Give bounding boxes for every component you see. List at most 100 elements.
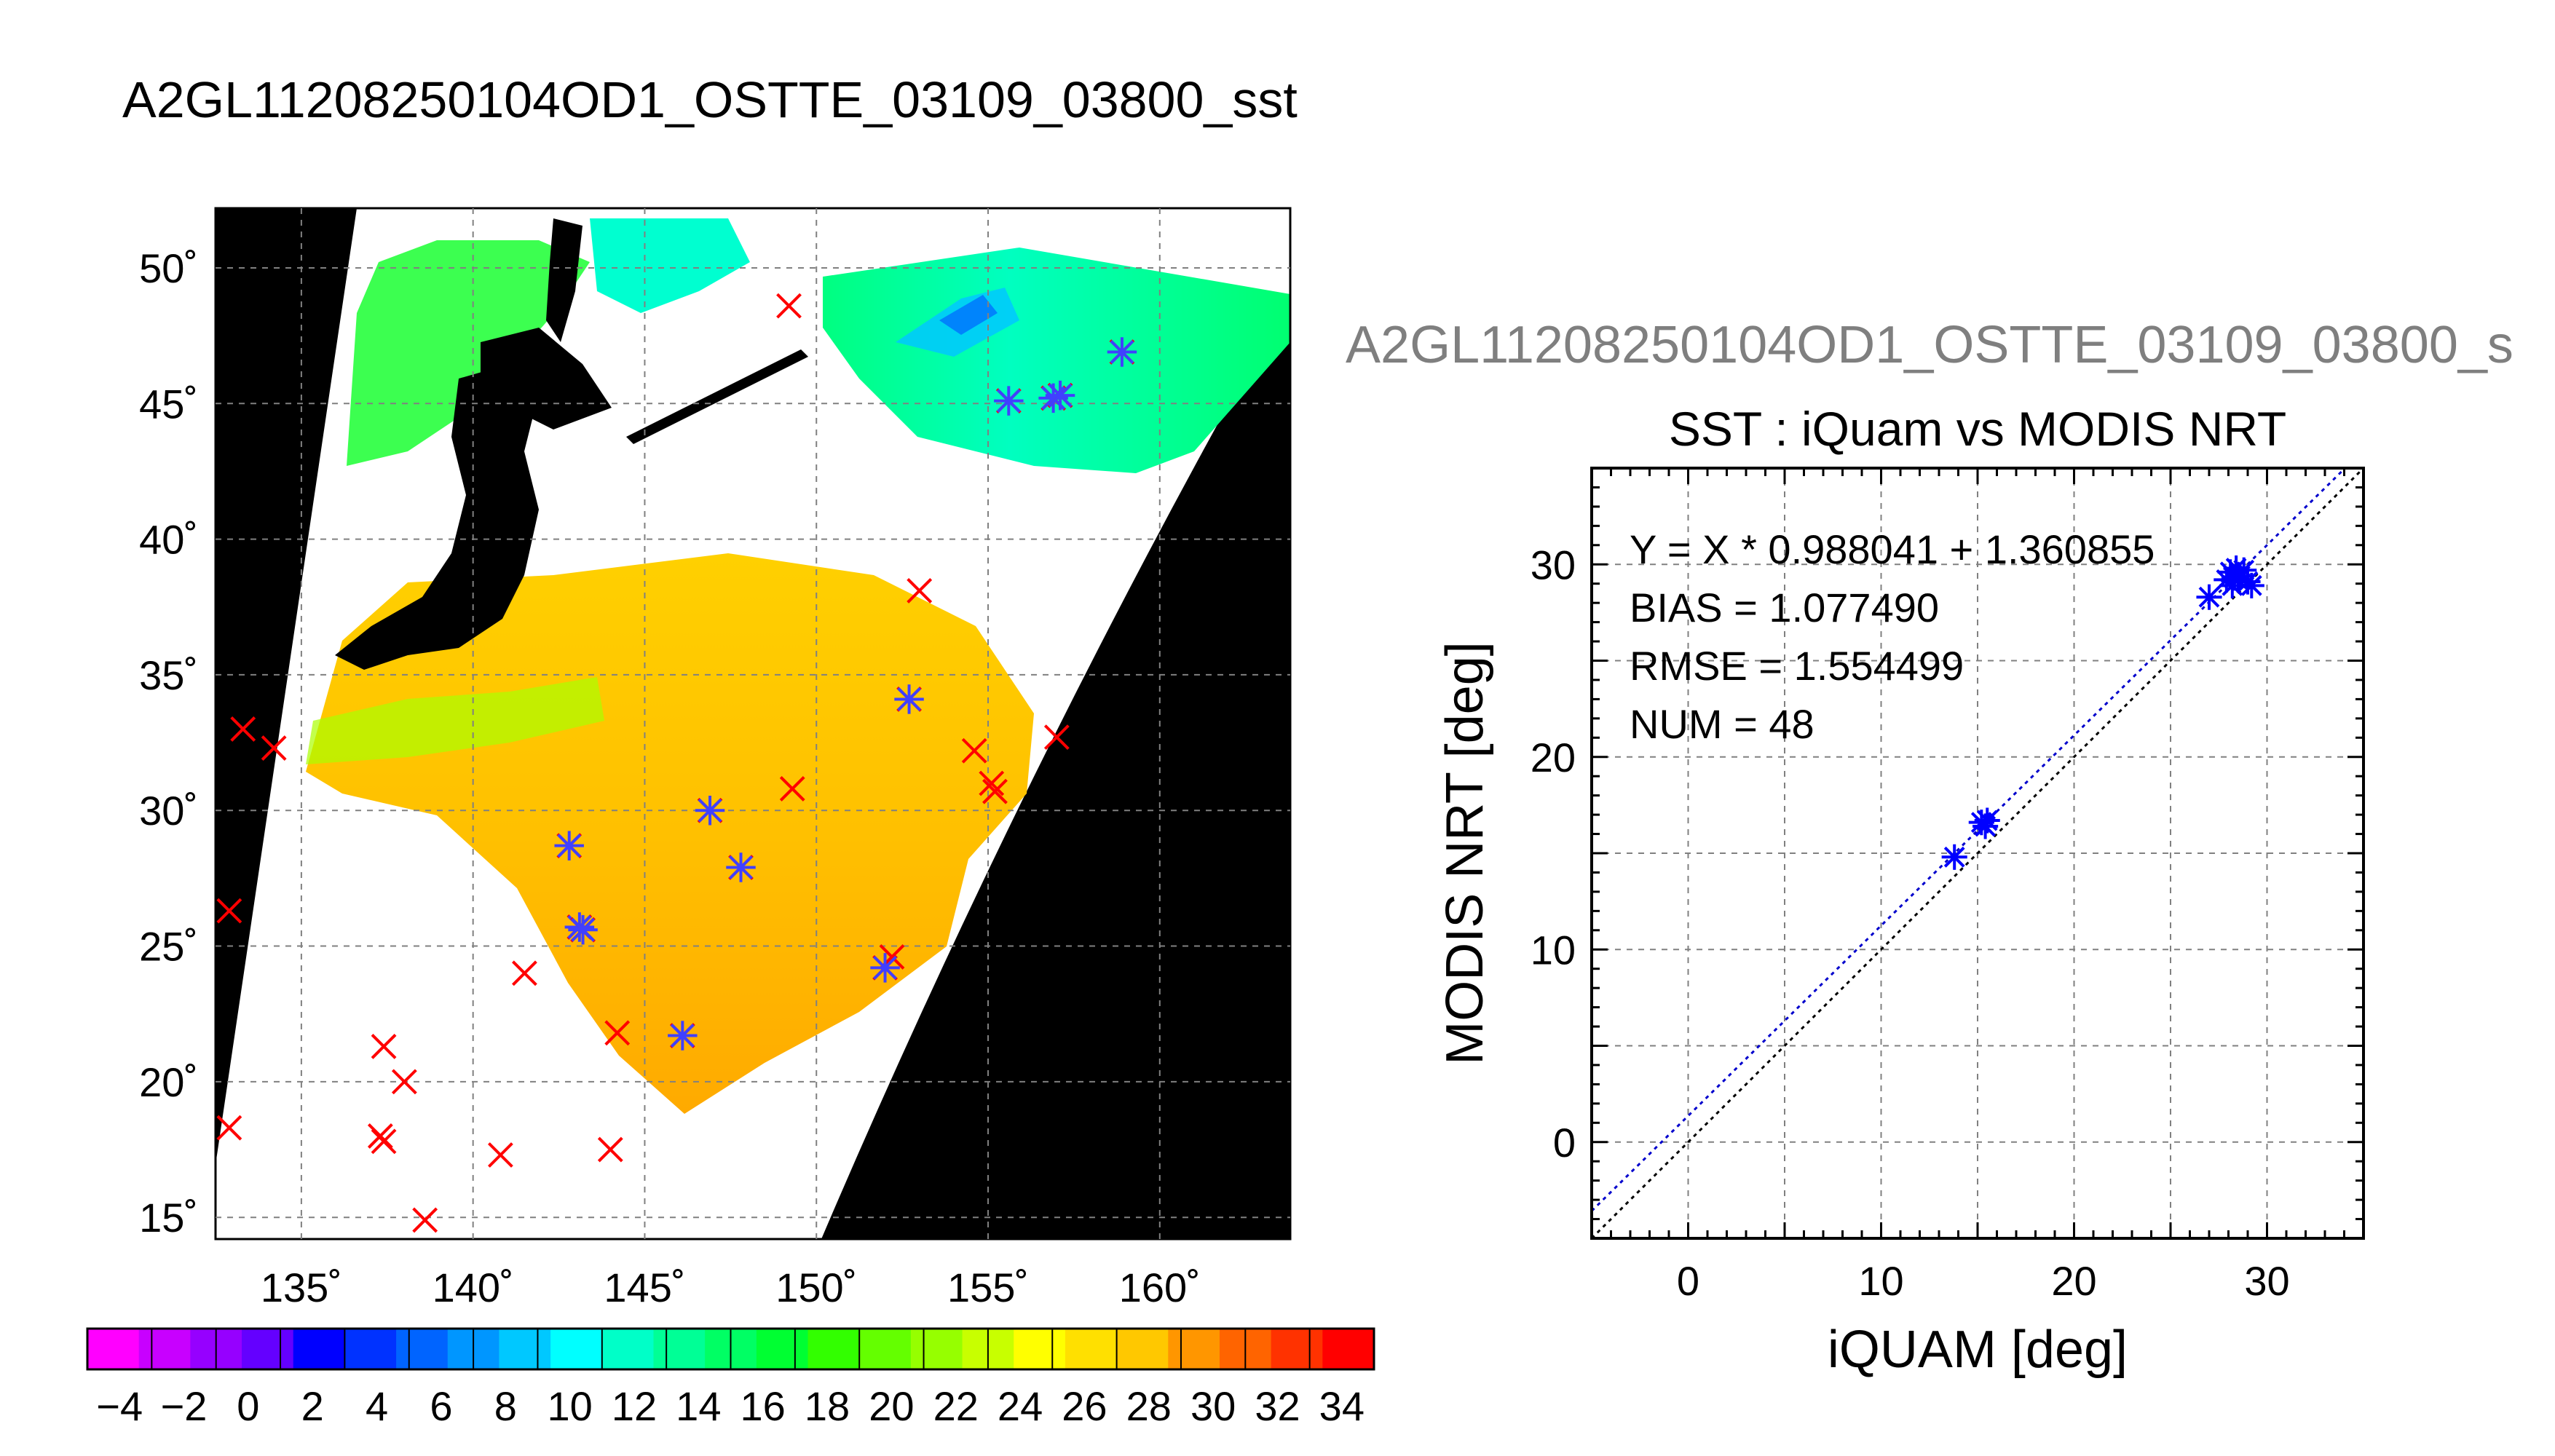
colorbar-segment (601, 1329, 655, 1369)
buoy-red-x-marker (961, 737, 987, 764)
colorbar-segment (910, 1329, 963, 1369)
colorbar-tick-labels: −4 −2 0 2 4 6 8 10 12 14 16 18 20 22 24 26 28 30 32 34 (96, 1383, 1365, 1429)
scatter-y-tick-label: 20 (1531, 735, 1576, 780)
scatter-point (2225, 566, 2251, 593)
map-y-tick-label: 20˚ (139, 1059, 198, 1105)
colorbar-tick-label: 6 (430, 1383, 452, 1429)
map-y-tick-labels: 15˚ 20˚ 25˚ 30˚ 35˚ 40˚ 45˚ 50˚ (139, 245, 198, 1241)
colorbar-tick-label: 20 (869, 1383, 914, 1429)
buoy-red-x-marker (216, 1115, 242, 1141)
scatter-x-tick-label: 10 (1858, 1258, 1903, 1304)
buoy-matched-star-marker (668, 1021, 698, 1051)
colorbar-segment (293, 1329, 345, 1369)
colorbar-tick-label: 34 (1319, 1383, 1365, 1429)
buoy-red-x-marker (487, 1142, 513, 1168)
buoy-red-x-marker (979, 770, 1005, 796)
colorbar-tick-label: −2 (161, 1383, 208, 1429)
colorbar-segment (499, 1329, 551, 1369)
map-x-tick-label: 150˚ (775, 1265, 857, 1310)
colorbar-tick-label: 18 (805, 1383, 850, 1429)
colorbar-segment (1014, 1329, 1066, 1369)
colorbar-segment (1065, 1329, 1118, 1369)
main-title: A2GL11208250104OD1_OSTTE_03109_03800_sst (122, 71, 1298, 128)
buoy-matched-star-marker (726, 852, 756, 882)
stats-num: NUM = 48 (1630, 701, 1814, 747)
scatter-x-axis-label: iQUAM [deg] (1828, 1321, 2128, 1379)
map-x-tick-label: 155˚ (947, 1265, 1029, 1310)
identity-line (1592, 468, 2364, 1238)
colorbar-tick-label: 28 (1126, 1383, 1172, 1429)
map-y-tick-label: 35˚ (139, 652, 198, 698)
japan-land (335, 364, 539, 670)
map-y-tick-label: 40˚ (139, 517, 198, 563)
colorbar-tick-label: 8 (494, 1383, 517, 1429)
colorbar-tick-label: −4 (96, 1383, 143, 1429)
buoy-red-x-marker (779, 776, 805, 802)
scatter-y-tick-label: 10 (1531, 927, 1576, 973)
scatter-y-tick-label: 0 (1553, 1120, 1576, 1166)
scatter-x-tick-label: 30 (2244, 1258, 2289, 1304)
scatter-panel: SST : iQuam vs MODIS NRT 0 10 20 30 0 10 20 30… (1436, 402, 2365, 1379)
buoy-red-x-marker (1043, 724, 1070, 751)
buoy-red-x-marker (391, 1069, 417, 1095)
colorbar-tick-label: 22 (933, 1383, 979, 1429)
colorbar-segment (653, 1329, 706, 1369)
map-frame (214, 207, 1292, 1241)
colorbar-tick-label: 14 (676, 1383, 721, 1429)
map-y-tick-label: 45˚ (139, 381, 198, 427)
map-buoy-markers (216, 293, 1137, 1233)
map-x-tick-label: 135˚ (261, 1265, 342, 1310)
colorbar-segment (1322, 1329, 1375, 1369)
map-image (216, 208, 1290, 1239)
colorbar-tick-label: 16 (741, 1383, 786, 1429)
colorbar (86, 1327, 1375, 1371)
map-x-tick-label: 140˚ (433, 1265, 514, 1310)
scatter-y-axis-label: MODIS NRT [deg] (1436, 641, 1494, 1065)
scatter-x-tick-label: 0 (1677, 1258, 1699, 1304)
colorbar-segment (1168, 1329, 1220, 1369)
map-y-tick-label: 50˚ (139, 245, 198, 291)
buoy-red-x-marker (907, 577, 933, 604)
colorbar-segment (1271, 1329, 1323, 1369)
colorbar-tick-label: 10 (547, 1383, 592, 1429)
buoy-red-x-marker (371, 1034, 397, 1059)
scatter-grid (1592, 468, 2364, 1238)
colorbar-segment (396, 1329, 449, 1369)
buoy-matched-star-marker (554, 831, 584, 860)
buoy-matched-star-marker (568, 914, 598, 945)
buoy-matched-star-marker (870, 953, 900, 983)
scatter-point (1941, 844, 1967, 870)
buoy-red-x-marker (261, 735, 287, 761)
sst-green-strip (306, 677, 604, 764)
kuril-islands (626, 349, 808, 444)
buoy-red-x-marker (776, 293, 802, 319)
colorbar-tick-label: 0 (237, 1383, 259, 1429)
scatter-y-tick-label: 30 (1531, 542, 1576, 587)
colorbar-tick-label: 12 (612, 1383, 657, 1429)
buoy-red-x-marker (511, 960, 537, 986)
buoy-red-x-marker (597, 1136, 623, 1163)
buoy-matched-star-marker (1045, 380, 1075, 411)
sst-north-coldest (939, 295, 998, 335)
buoy-red-x-marker (982, 778, 1008, 804)
scatter-title: SST : iQuam vs MODIS NRT (1669, 402, 2286, 456)
map-x-tick-label: 145˚ (604, 1265, 685, 1310)
colorbar-segment (1116, 1329, 1169, 1369)
colorbar-segment (859, 1329, 912, 1369)
colorbar-tick-label: 2 (301, 1383, 324, 1429)
buoy-matched-star-marker (695, 795, 725, 826)
colorbar-segment (138, 1329, 191, 1369)
colorbar-tick-label: 26 (1062, 1383, 1107, 1429)
sst-north-region (823, 248, 1290, 473)
sst-northwest-region (347, 240, 590, 466)
colorbar-frame (86, 1327, 1375, 1371)
buoy-red-x-marker (230, 716, 256, 742)
colorbar-segment (756, 1329, 809, 1369)
stats-fit-equation: Y = X * 0.988041 + 1.360855 (1630, 526, 2155, 572)
buoy-matched-star-marker (894, 684, 924, 714)
buoy-red-x-marker (604, 1020, 631, 1046)
map-y-tick-label: 15˚ (139, 1195, 198, 1241)
colorbar-segment (344, 1329, 397, 1369)
map-x-tick-labels: 135˚ 140˚ 145˚ 150˚ 155˚ 160˚ (261, 1265, 1201, 1310)
colorbar-segment (807, 1329, 860, 1369)
